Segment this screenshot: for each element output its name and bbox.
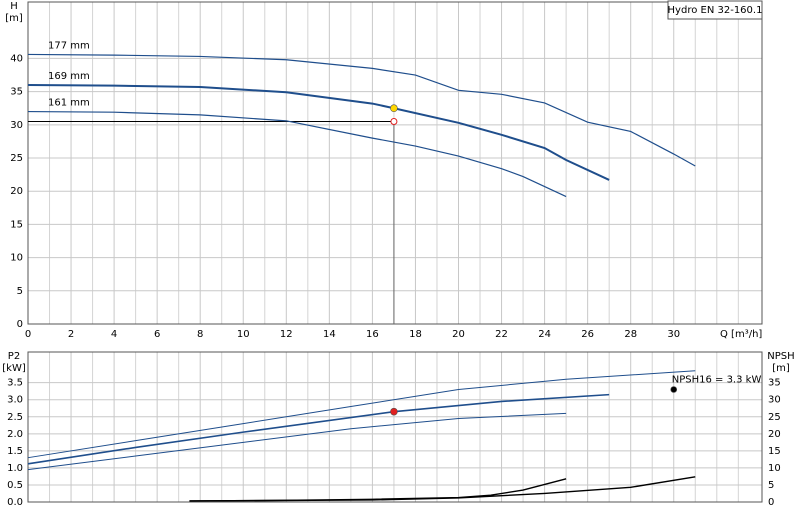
- y-axis-unit: [kW]: [2, 363, 26, 374]
- duty-point: [390, 118, 398, 126]
- y-tick-label: 2.5: [7, 412, 23, 423]
- curve: [27, 110, 567, 198]
- y-tick-label: 1.5: [7, 446, 23, 457]
- x-tick-label: 8: [197, 329, 203, 340]
- y-tick-label: 1.0: [7, 463, 23, 474]
- y-tick-label: 0.5: [7, 480, 23, 491]
- plot-frame: [27, 351, 763, 503]
- plot-frame: [27, 1, 763, 325]
- y-tick-label: 25: [10, 153, 23, 164]
- y2-tick-label: 5: [768, 480, 774, 491]
- y-axis-label: H: [10, 1, 18, 12]
- y-tick-label: 30: [10, 120, 23, 131]
- y-tick-label: 3.5: [7, 378, 23, 389]
- point-label: NPSH16 = 3.3 kW: [672, 375, 762, 386]
- chart-title: Hydro EN 32-160.1: [668, 5, 763, 16]
- x-tick-label: 10: [237, 329, 250, 340]
- x-tick-label: 12: [280, 329, 293, 340]
- x-tick-label: 24: [538, 329, 551, 340]
- x-tick-label: 4: [111, 329, 117, 340]
- y-tick-label: 2.0: [7, 429, 23, 440]
- curve: [189, 476, 696, 502]
- x-tick-label: 22: [495, 329, 508, 340]
- title-box: [667, 0, 763, 20]
- curve: [27, 370, 696, 459]
- y-tick-label: 35: [10, 87, 23, 98]
- y2-tick-label: 35: [768, 378, 781, 389]
- curve: [27, 393, 610, 465]
- curve-label: 161 mm: [48, 98, 90, 109]
- x-tick-label: 18: [409, 329, 422, 340]
- y2-tick-label: 30: [768, 395, 781, 406]
- x-tick-label: 6: [154, 329, 160, 340]
- y-tick-label: 3.0: [7, 395, 23, 406]
- y-tick-label: 20: [10, 186, 23, 197]
- y-tick-label: 15: [10, 219, 23, 230]
- y-tick-label: 5: [17, 286, 23, 297]
- y2-axis-label: NPSH: [767, 351, 794, 362]
- x-tick-label: 2: [68, 329, 74, 340]
- curve-label: 169 mm: [48, 71, 90, 82]
- y2-axis-unit: [m]: [772, 363, 790, 374]
- curve: [27, 53, 696, 167]
- x-tick-label: 14: [323, 329, 336, 340]
- x-tick-label: 20: [452, 329, 465, 340]
- y-tick-label: 10: [10, 253, 23, 264]
- x-tick-label: 0: [25, 329, 31, 340]
- y-axis-label: P2: [8, 351, 20, 362]
- x-tick-label: 30: [667, 329, 680, 340]
- y2-tick-label: 10: [768, 463, 781, 474]
- y2-tick-label: 0: [768, 497, 774, 508]
- curve: [27, 412, 567, 471]
- x-tick-label: 28: [624, 329, 637, 340]
- plot-area: [28, 352, 762, 502]
- x-tick-label: 16: [366, 329, 379, 340]
- y2-tick-label: 15: [768, 446, 781, 457]
- x-tick-label: 26: [581, 329, 594, 340]
- point: [390, 407, 398, 416]
- point: [390, 104, 398, 113]
- y2-tick-label: 25: [768, 412, 781, 423]
- point: [670, 386, 678, 393]
- y2-tick-label: 20: [768, 429, 781, 440]
- y-tick-label: 0.0: [7, 497, 23, 508]
- x-axis-label: Q [m³/h]: [720, 329, 762, 340]
- curve-label: 177 mm: [48, 40, 90, 51]
- y-tick-label: 0: [17, 319, 23, 330]
- y-tick-label: 40: [10, 53, 23, 64]
- y-axis-unit: [m]: [5, 13, 23, 24]
